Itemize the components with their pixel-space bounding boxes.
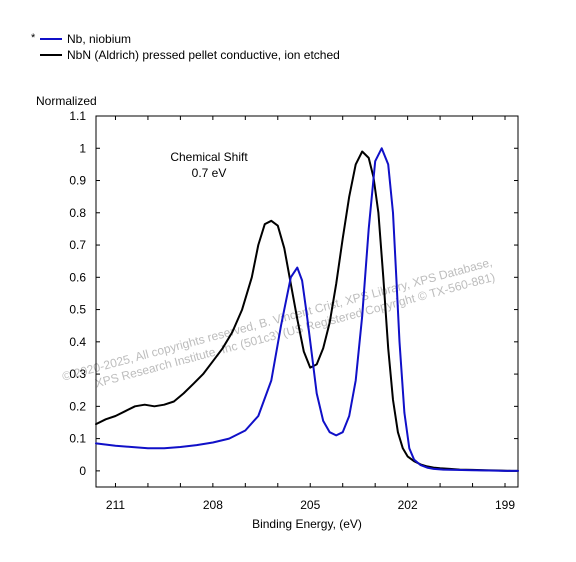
series-line-1 <box>95 150 519 472</box>
y-tick-label: 0.9 <box>69 174 86 188</box>
y-tick-label: 0.6 <box>69 270 86 284</box>
plot-frame <box>95 115 519 488</box>
legend-label-nb: Nb, niobium <box>67 32 131 46</box>
y-tick-label: 0.3 <box>69 367 86 381</box>
watermark-line-2: XPS Research Institute, Inc (501c3) (US … <box>94 270 497 391</box>
annotation-line-2: 0.7 eV <box>192 166 227 180</box>
y-tick-label: 0.5 <box>69 303 86 317</box>
y-tick-label: 1.1 <box>69 109 86 123</box>
y-tick-label: 0.7 <box>69 238 86 252</box>
legend: * Nb, niobium NbN (Aldrich) pressed pell… <box>31 32 340 62</box>
y-tick-label: 1 <box>79 141 86 155</box>
x-tick-label: 208 <box>203 498 223 512</box>
y-tick-label: 0.4 <box>69 335 86 349</box>
y-tick-label: 0.1 <box>69 432 86 446</box>
y-tick-label: 0.8 <box>69 206 86 220</box>
watermark: © 2020-2025, All copyrights reserved, B.… <box>61 255 497 391</box>
x-axis-ticks: 211 208 205 202 199 <box>106 116 515 512</box>
y-tick-label: 0 <box>79 464 86 478</box>
annotation-line-1: Chemical Shift <box>170 150 248 164</box>
x-tick-label: 211 <box>106 498 125 512</box>
watermark-line-1: © 2020-2025, All copyrights reserved, B.… <box>61 255 494 384</box>
x-axis-title: Binding Energy, (eV) <box>252 517 362 531</box>
series-line-0 <box>95 147 519 472</box>
legend-marker: * <box>31 32 36 44</box>
x-tick-label: 202 <box>398 498 418 512</box>
series-lines <box>95 147 519 472</box>
x-tick-label: 205 <box>300 498 320 512</box>
y-axis-ticks: 0 0.1 0.2 0.3 0.4 0.5 0.6 0.7 0.8 0.9 1 1.1 <box>69 109 518 478</box>
legend-label-nbn: NbN (Aldrich) pressed pellet conductive,… <box>67 48 340 62</box>
y-tick-label: 0.2 <box>69 399 86 413</box>
y-axis-title: Normalized <box>36 94 97 108</box>
x-tick-label: 199 <box>495 498 515 512</box>
